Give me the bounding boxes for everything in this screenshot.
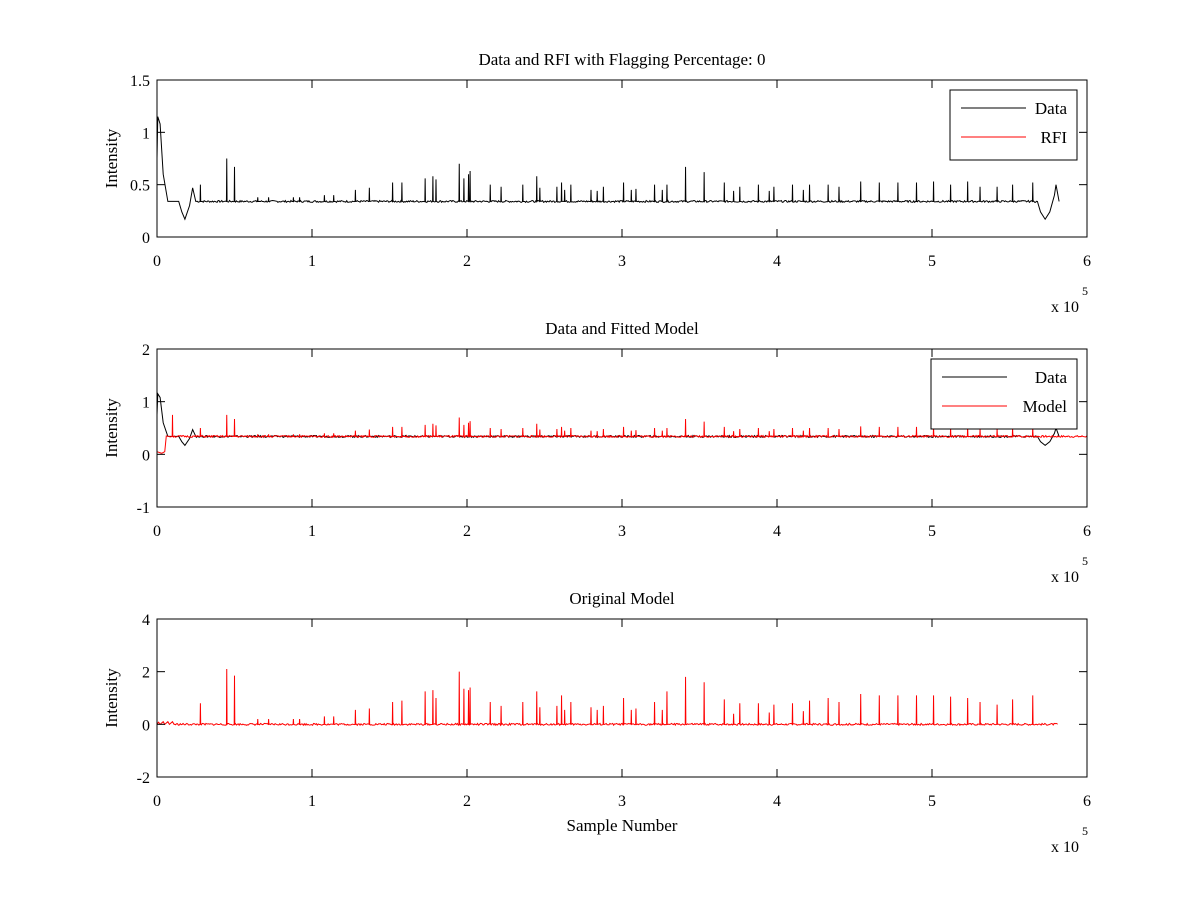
x-tick-label: 3 [618, 793, 626, 810]
x-tick-label: 6 [1083, 793, 1091, 810]
x-tick-label: 6 [1083, 523, 1091, 540]
chart-title: Data and Fitted Model [545, 319, 699, 338]
legend-label: Data [1035, 99, 1068, 118]
y-tick-label: 0 [142, 717, 150, 734]
legend: Data Model [930, 358, 1078, 430]
legend-label: Model [1023, 397, 1068, 416]
x-tick-label: 0 [153, 793, 161, 810]
x-multiplier: x 10 [1051, 839, 1079, 856]
y-tick-label: 2 [142, 665, 150, 682]
x-tick-label: 1 [308, 253, 316, 270]
legend-box [949, 89, 1078, 161]
y-axis-label: Intensity [102, 398, 121, 458]
x-tick-label: 3 [618, 253, 626, 270]
y-axis-label: Intensity [102, 668, 121, 728]
y-tick-label: 1.5 [130, 73, 150, 90]
y-tick-label: 0.5 [130, 178, 150, 195]
x-tick-label: 0 [153, 253, 161, 270]
y-tick-label: 1 [142, 125, 150, 142]
x-tick-label: 2 [463, 523, 471, 540]
x-tick-label: 2 [463, 253, 471, 270]
x-tick-label: 2 [463, 793, 471, 810]
y-tick-label: 0 [142, 230, 150, 247]
x-multiplier: x 10 [1051, 569, 1079, 586]
x-multiplier: x 10 [1051, 299, 1079, 316]
x-tick-label: 1 [308, 523, 316, 540]
x-tick-label: 4 [773, 523, 781, 540]
y-tick-label: -2 [137, 770, 150, 787]
x-tick-label: 5 [928, 523, 936, 540]
x-tick-label: 4 [773, 253, 781, 270]
series-line-1 [156, 669, 1058, 727]
x-multiplier-exponent: 5 [1082, 824, 1088, 838]
x-tick-label: 5 [928, 793, 936, 810]
x-tick-label: 5 [928, 253, 936, 270]
y-tick-label: -1 [137, 500, 150, 517]
legend-box [930, 358, 1078, 430]
x-multiplier-exponent: 5 [1082, 554, 1088, 568]
y-axis-label: Intensity [102, 128, 121, 188]
y-tick-label: 0 [142, 447, 150, 464]
x-axis-label: Sample Number [567, 816, 678, 835]
x-tick-label: 0 [153, 523, 161, 540]
x-tick-label: 1 [308, 793, 316, 810]
plot-frame [156, 79, 1088, 238]
chart-title: Data and RFI with Flagging Percentage: 0 [478, 50, 765, 69]
legend-label: RFI [1041, 128, 1068, 147]
plot-frame [156, 618, 1088, 778]
y-tick-label: 4 [142, 612, 150, 629]
x-multiplier-exponent: 5 [1082, 284, 1088, 298]
legend-label: Data [1035, 368, 1068, 387]
y-tick-label: 1 [142, 395, 150, 412]
x-tick-label: 3 [618, 523, 626, 540]
series-line-2 [156, 414, 1088, 454]
x-tick-label: 6 [1083, 253, 1091, 270]
subplot-1: Data and RFI with Flagging Percentage: 0… [102, 50, 1091, 316]
series-line-1 [156, 116, 1060, 221]
legend: Data RFI [949, 89, 1078, 161]
y-tick-label: 2 [142, 342, 150, 359]
chart-title: Original Model [569, 589, 675, 608]
x-tick-label: 4 [773, 793, 781, 810]
